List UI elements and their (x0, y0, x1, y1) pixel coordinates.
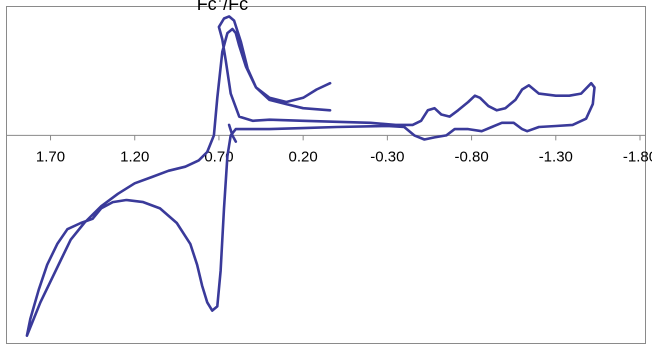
plot-area (6, 6, 646, 344)
peak-annotation-rest: /Fc (223, 0, 248, 14)
cv-trace-2 (227, 123, 238, 143)
x-axis-ticks: 1.701.200.700.20-0.30-0.80-1.30-1.80 (36, 135, 652, 165)
x-tick-label: 1.20 (120, 148, 149, 165)
x-tick-label: -1.30 (539, 148, 573, 165)
x-tick-label: -1.80 (623, 148, 652, 165)
peak-annotation: Fc+/Fc (197, 0, 248, 14)
x-tick-label: 0.20 (289, 148, 318, 165)
series-layer (25, 15, 596, 338)
x-tick-label: -0.80 (454, 148, 488, 165)
cv-trace-1 (25, 15, 596, 338)
peak-annotation-base: Fc (197, 0, 217, 14)
x-tick-label: -0.30 (370, 148, 404, 165)
peak-annotation-sup: + (217, 0, 223, 6)
x-tick-label: 1.70 (36, 148, 65, 165)
